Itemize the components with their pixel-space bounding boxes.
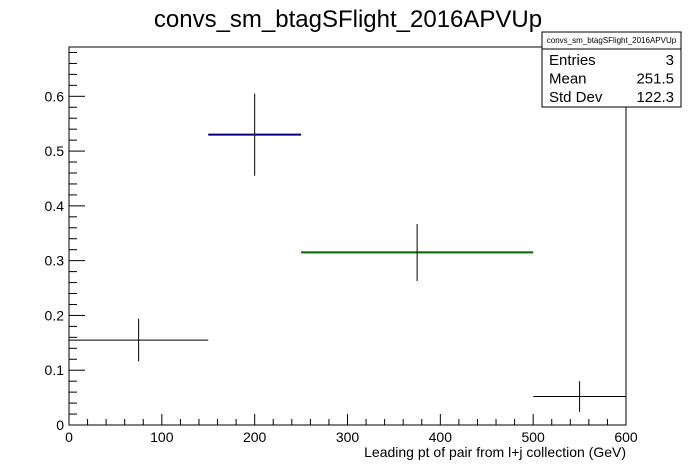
chart-title: convs_sm_btagSFlight_2016APVUp	[154, 6, 542, 33]
x-tick-label: 500	[521, 429, 545, 445]
stats-label: Entries	[549, 52, 596, 69]
y-tick-label: 0.3	[45, 253, 65, 269]
x-tick-label: 100	[150, 429, 174, 445]
y-axis: 0 0.1 0.2 0.3 0.4 0.5 0.6	[45, 51, 85, 433]
stats-label: Mean	[549, 71, 587, 88]
stats-label: Std Dev	[549, 89, 603, 106]
y-tick-label: 0.6	[45, 88, 65, 104]
x-axis: 0 100 200 300 400 500 600	[65, 414, 638, 445]
stats-box: convs_sm_btagSFlight_2016APVUp Entries 3 M…	[541, 31, 682, 108]
histogram-bins	[69, 93, 626, 412]
bin-2	[301, 223, 534, 281]
stats-box-frame	[541, 31, 682, 108]
stats-value: 122.3	[636, 89, 674, 106]
x-axis-label: Leading pt of pair from l+j collection (…	[364, 444, 626, 460]
y-tick-label: 0	[56, 417, 64, 433]
stats-value: 3	[666, 52, 674, 69]
x-tick-label: 300	[336, 429, 360, 445]
stats-box-name: convs_sm_btagSFlight_2016APVUp	[547, 36, 677, 45]
bin-3	[533, 381, 626, 412]
x-tick-label: 600	[614, 429, 638, 445]
stats-value: 251.5	[636, 71, 674, 88]
x-tick-label: 400	[429, 429, 453, 445]
x-tick-label: 0	[65, 429, 73, 445]
y-tick-label: 0.4	[45, 198, 65, 214]
bin-0	[69, 318, 209, 362]
y-tick-label: 0.1	[45, 362, 65, 378]
y-tick-label: 0.5	[45, 143, 65, 159]
x-tick-label: 200	[243, 429, 267, 445]
y-tick-label: 0.2	[45, 307, 65, 323]
stats-rows: Entries 3 Mean 251.5 Std Dev 122.3	[549, 52, 674, 106]
bin-1	[208, 93, 302, 176]
